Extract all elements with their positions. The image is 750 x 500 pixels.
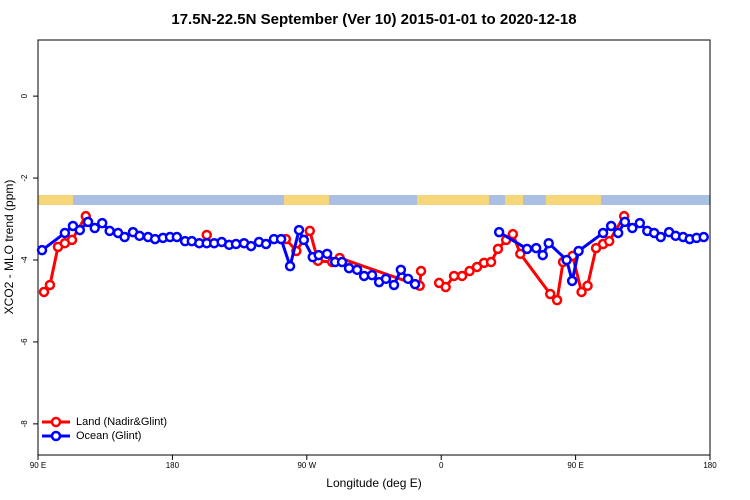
data-point	[515, 248, 526, 260]
data-point	[313, 249, 324, 261]
legend-label: Land (Nadir&Glint)	[76, 416, 167, 428]
data-point	[507, 228, 519, 240]
data-point	[395, 264, 407, 276]
data-point	[380, 273, 392, 285]
x-tick-label: 180	[703, 461, 717, 470]
land-strip	[546, 195, 601, 205]
legend: Land (Nadir&Glint) Ocean (Glint)	[42, 416, 167, 442]
data-point	[521, 243, 533, 255]
chart-title: 17.5N-22.5N September (Ver 10) 2015-01-0…	[171, 11, 576, 28]
data-point	[89, 222, 100, 234]
data-point	[201, 229, 212, 241]
data-point	[561, 254, 572, 266]
x-tick-label: 90 E	[30, 461, 46, 470]
data-point	[366, 269, 378, 281]
data-point	[492, 243, 504, 255]
legend-marker	[50, 430, 62, 442]
legend-label: Ocean (Glint)	[76, 430, 141, 442]
data-point	[44, 279, 56, 291]
data-point	[566, 275, 578, 287]
y-tick-label: -8	[20, 420, 29, 428]
x-axis-label: Longitude (deg E)	[326, 476, 421, 490]
y-tick-label: 0	[20, 93, 29, 98]
data-point	[36, 244, 48, 256]
x-tick-label: 90 E	[567, 461, 583, 470]
data-point	[245, 240, 257, 252]
data-point	[634, 217, 646, 229]
land-strip	[417, 195, 489, 205]
x-tick-label: 180	[166, 461, 180, 470]
x-tick-label: 90 W	[297, 461, 316, 470]
data-point	[388, 279, 400, 291]
data-point	[284, 260, 296, 272]
land-strip	[38, 195, 73, 205]
data-point	[440, 281, 451, 293]
data-point	[597, 227, 609, 239]
data-point	[456, 270, 468, 282]
data-point	[537, 249, 548, 261]
data-point	[448, 270, 460, 282]
data-point	[38, 286, 50, 298]
data-point	[351, 264, 363, 276]
data-point	[576, 286, 587, 298]
data-point	[134, 230, 145, 242]
data-point	[409, 278, 421, 290]
data-point	[293, 224, 305, 236]
data-point	[96, 217, 108, 229]
data-point	[336, 256, 348, 268]
data-point	[59, 227, 71, 239]
data-point	[260, 238, 272, 250]
data-point	[402, 273, 414, 285]
data-point	[551, 294, 563, 306]
data-point	[485, 256, 497, 268]
data-point	[543, 237, 554, 249]
y-tick-label: -4	[20, 256, 29, 264]
data-point	[603, 235, 615, 247]
data-point	[149, 233, 161, 245]
land-ocean-strip	[38, 195, 710, 205]
data-point	[493, 226, 505, 238]
data-point	[66, 234, 78, 246]
data-point	[655, 231, 666, 243]
y-tick-label: -6	[20, 338, 29, 346]
data-point	[230, 238, 242, 250]
data-point	[119, 231, 130, 243]
data-point	[544, 288, 556, 300]
legend-marker	[50, 416, 62, 428]
data-point	[171, 231, 183, 243]
data-point	[612, 227, 624, 239]
data-point	[74, 224, 86, 236]
data-point	[82, 216, 94, 228]
land-strip	[284, 195, 329, 205]
y-tick-label: -2	[20, 174, 29, 182]
data-point	[415, 265, 427, 277]
data-point	[298, 234, 310, 246]
data-point	[343, 262, 355, 274]
data-point	[605, 220, 617, 232]
x-tick-label: 0	[439, 461, 444, 470]
ocean-strip	[38, 195, 710, 205]
data-point	[321, 248, 333, 260]
y-axis-label: XCO2 - MLO trend (ppm)	[2, 180, 16, 315]
data-point	[104, 225, 115, 237]
data-point	[304, 225, 316, 237]
data-point	[530, 242, 542, 254]
data-point	[698, 231, 709, 243]
data-point	[464, 265, 475, 277]
data-point	[275, 233, 287, 245]
data-point	[582, 280, 593, 292]
data-point	[627, 222, 638, 234]
land-strip	[505, 195, 523, 205]
data-point	[573, 245, 584, 257]
data-point	[619, 216, 631, 228]
